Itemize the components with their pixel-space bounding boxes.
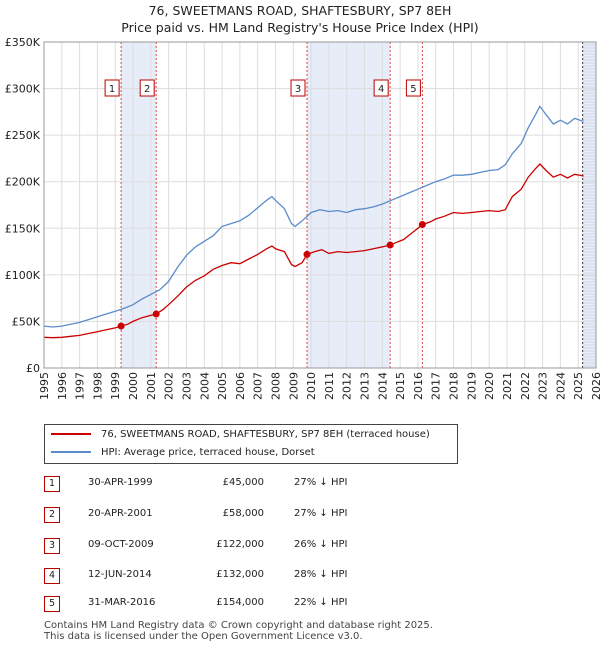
x-tick-label: 2026 xyxy=(590,372,600,400)
x-tick-label: 2014 xyxy=(376,372,389,400)
x-tick-label: 2018 xyxy=(448,372,461,400)
footer-licence: This data is licensed under the Open Gov… xyxy=(44,631,363,642)
x-tick-label: 2009 xyxy=(287,372,300,400)
x-tick-label: 2020 xyxy=(483,372,496,400)
sale-row: 4 12-JUN-2014 £132,000 28% ↓ HPI xyxy=(44,566,464,586)
chart-subtitle: Price paid vs. HM Land Registry's House … xyxy=(121,20,479,35)
x-tick-label: 2002 xyxy=(163,372,176,400)
sale-label-box xyxy=(139,79,155,97)
y-tick-label: £150K xyxy=(5,222,41,235)
sale-number: 1 xyxy=(44,476,60,492)
y-tick-label: £350K xyxy=(5,36,41,49)
legend-label-price: 76, SWEETMANS ROAD, SHAFTESBURY, SP7 8EH… xyxy=(101,429,430,440)
x-tick-label: 2006 xyxy=(234,372,247,400)
x-tick-label: 2013 xyxy=(359,372,372,400)
x-tick-label: 2004 xyxy=(198,372,211,400)
sale-number: 5 xyxy=(44,596,60,612)
x-tick-label: 2022 xyxy=(519,372,532,400)
sale-date: 30-APR-1999 xyxy=(88,477,153,488)
sale-row: 2 20-APR-2001 £58,000 27% ↓ HPI xyxy=(44,505,464,525)
y-tick-label: £0 xyxy=(26,362,40,375)
legend-label-hpi: HPI: Average price, terraced house, Dors… xyxy=(101,447,315,458)
sale-row: 1 30-APR-1999 £45,000 27% ↓ HPI xyxy=(44,474,464,494)
sale-row: 3 09-OCT-2009 £122,000 26% ↓ HPI xyxy=(44,536,464,556)
sale-point xyxy=(117,322,125,330)
sale-label-box xyxy=(104,79,120,97)
plot-frame xyxy=(43,41,597,369)
x-tick-label: 1999 xyxy=(109,372,122,400)
sale-date: 20-APR-2001 xyxy=(88,508,153,519)
sale-label-box xyxy=(373,79,389,97)
sale-label-number: 5 xyxy=(410,84,416,95)
sale-number: 4 xyxy=(44,568,60,584)
x-tick-label: 1997 xyxy=(74,372,87,400)
sale-point xyxy=(152,310,160,318)
chart-legend: 76, SWEETMANS ROAD, SHAFTESBURY, SP7 8EH… xyxy=(44,424,458,464)
x-tick-label: 1996 xyxy=(56,372,69,400)
y-tick-label: £200K xyxy=(5,176,41,189)
sale-price: £132,000 xyxy=(216,569,264,580)
sale-date: 12-JUN-2014 xyxy=(88,569,152,580)
x-tick-label: 2017 xyxy=(430,372,443,400)
chart-title: 76, SWEETMANS ROAD, SHAFTESBURY, SP7 8EH xyxy=(148,3,452,18)
x-tick-label: 2016 xyxy=(412,372,425,400)
x-tick-label: 2008 xyxy=(269,372,282,400)
price-chart: £0 £50K £100K £150K £200K £250K £300K £350K 1995… xyxy=(5,36,600,400)
x-tick-label: 2007 xyxy=(252,372,265,400)
shaded-span xyxy=(582,42,596,368)
legend-swatch-price xyxy=(51,433,91,435)
sale-price: £58,000 xyxy=(222,508,264,519)
x-tick-label: 2019 xyxy=(465,372,478,400)
sale-point xyxy=(303,250,311,258)
sale-label-number: 2 xyxy=(144,84,150,95)
x-tick-label: 2005 xyxy=(216,372,229,400)
x-tick-label: 1995 xyxy=(38,372,51,400)
series-line xyxy=(43,105,584,328)
x-tick-label: 2010 xyxy=(305,372,318,400)
sale-date: 31-MAR-2016 xyxy=(88,597,156,608)
legend-item-hpi: HPI: Average price, terraced house, Dors… xyxy=(51,444,315,462)
footer-copyright: Contains HM Land Registry data © Crown c… xyxy=(44,620,433,631)
y-tick-label: £50K xyxy=(12,315,41,328)
legend-item-price: 76, SWEETMANS ROAD, SHAFTESBURY, SP7 8EH… xyxy=(51,426,430,444)
sale-label-number: 1 xyxy=(109,84,115,95)
sale-price: £122,000 xyxy=(216,539,264,550)
series-line xyxy=(43,163,584,339)
sale-price: £45,000 xyxy=(222,477,264,488)
sale-point xyxy=(418,221,426,229)
x-tick-label: 2015 xyxy=(394,372,407,400)
sale-hpi-diff: 26% ↓ HPI xyxy=(294,539,348,550)
sale-row: 5 31-MAR-2016 £154,000 22% ↓ HPI xyxy=(44,594,464,614)
x-tick-label: 2000 xyxy=(127,372,140,400)
sale-hpi-diff: 27% ↓ HPI xyxy=(294,508,348,519)
sale-hpi-diff: 28% ↓ HPI xyxy=(294,569,348,580)
x-tick-label: 2024 xyxy=(554,372,567,400)
sale-date: 09-OCT-2009 xyxy=(88,539,154,550)
y-tick-label: £100K xyxy=(5,269,41,282)
sale-label-number: 4 xyxy=(378,84,384,95)
x-tick-label: 2001 xyxy=(145,372,158,400)
y-tick-label: £250K xyxy=(5,129,41,142)
legend-swatch-hpi xyxy=(51,451,91,453)
x-tick-label: 2003 xyxy=(180,372,193,400)
sale-number: 2 xyxy=(44,507,60,523)
x-tick-label: 1998 xyxy=(91,372,104,400)
sale-price: £154,000 xyxy=(216,597,264,608)
x-tick-label: 2021 xyxy=(501,372,514,400)
sale-label-number: 3 xyxy=(295,84,301,95)
x-tick-label: 2011 xyxy=(323,372,336,400)
y-tick-label: £300K xyxy=(5,83,41,96)
sale-number: 3 xyxy=(44,538,60,554)
sale-label-box xyxy=(405,79,421,97)
x-tick-label: 2012 xyxy=(341,372,354,400)
sale-label-box xyxy=(290,79,306,97)
sale-hpi-diff: 27% ↓ HPI xyxy=(294,477,348,488)
x-tick-label: 2025 xyxy=(572,372,585,400)
sale-hpi-diff: 22% ↓ HPI xyxy=(294,597,348,608)
x-tick-label: 2023 xyxy=(537,372,550,400)
sale-point xyxy=(386,241,394,249)
